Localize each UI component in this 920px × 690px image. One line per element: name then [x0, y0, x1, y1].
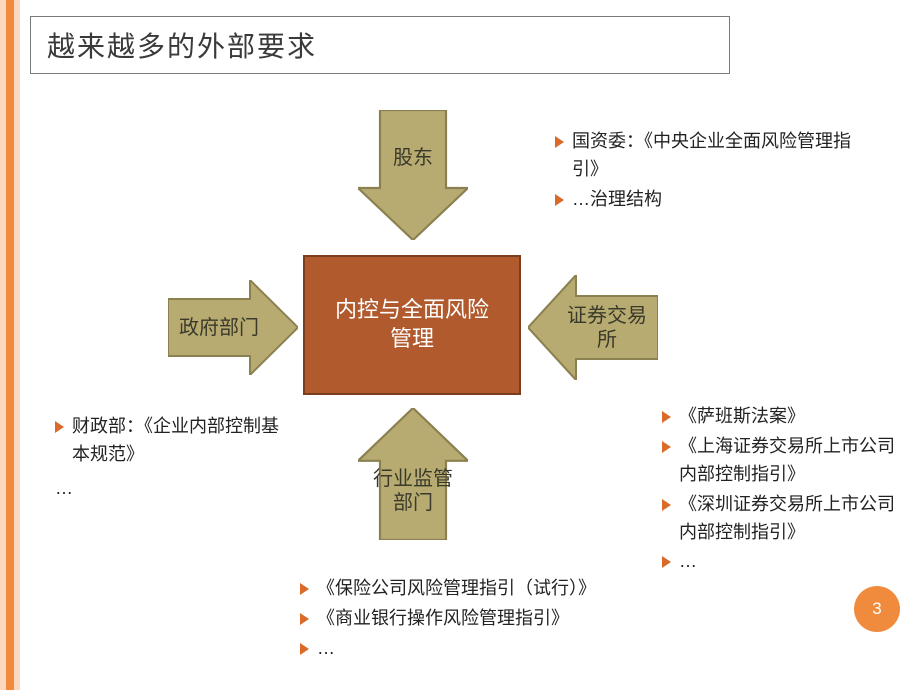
bullets-bottom: 《保险公司风险管理指引（试行）》《商业银行操作风险管理指引》… [300, 575, 700, 665]
bullet-text: 国资委：《中央企业全面风险管理指引》 [572, 128, 875, 184]
arrow-right-label: 证券交易所 [556, 304, 658, 352]
arrow-bottom-label: 行业监管部门 [358, 467, 468, 515]
bullet-text: …治理结构 [572, 186, 875, 214]
bullet-text: 《商业银行操作风险管理指引》 [317, 605, 700, 633]
center-box: 内控与全面风险管理 [303, 255, 521, 395]
arrow-top-label: 股东 [387, 146, 439, 170]
bullets-left: 财政部：《企业内部控制基本规范》 … [55, 413, 285, 503]
bullet-text: 《萨班斯法案》 [679, 403, 912, 431]
bullet-marker-icon [662, 411, 671, 423]
arrow-down-icon [358, 110, 468, 240]
bullet-item: 《深圳证券交易所上市公司内部控制指引》 [662, 491, 912, 547]
bullet-marker-icon [300, 643, 309, 655]
bullet-marker-icon [300, 583, 309, 595]
bullet-trail: … [55, 475, 285, 503]
bullet-marker-icon [555, 136, 564, 148]
bullet-text: 《深圳证券交易所上市公司内部控制指引》 [679, 491, 912, 547]
bullet-marker-icon [662, 556, 671, 568]
bullet-item: 《商业银行操作风险管理指引》 [300, 605, 700, 633]
arrow-left-label: 政府部门 [173, 316, 265, 340]
page-number-badge: 3 [854, 586, 900, 632]
left-accent-bar [0, 0, 20, 690]
bullet-marker-icon [555, 194, 564, 206]
arrow-bottom: 行业监管部门 [358, 408, 468, 540]
bullet-item: 《萨班斯法案》 [662, 403, 912, 431]
bullet-text: 财政部：《企业内部控制基本规范》 [72, 413, 285, 469]
bullet-item: 财政部：《企业内部控制基本规范》 [55, 413, 285, 469]
bullet-marker-icon [55, 421, 64, 433]
page-number: 3 [872, 599, 881, 619]
bullets-right: 《萨班斯法案》《上海证券交易所上市公司内部控制指引》《深圳证券交易所上市公司内部… [662, 403, 912, 578]
bullets-top: 国资委：《中央企业全面风险管理指引》…治理结构 [555, 128, 875, 216]
bullet-marker-icon [662, 441, 671, 453]
center-box-label: 内控与全面风险管理 [325, 296, 499, 353]
bullet-item: …治理结构 [555, 186, 875, 214]
left-accent-inner [6, 0, 14, 690]
bullet-marker-icon [662, 499, 671, 511]
bullet-text: … [317, 635, 700, 663]
arrow-left: 政府部门 [168, 280, 298, 375]
bullet-text: … [679, 548, 912, 576]
page-title: 越来越多的外部要求 [30, 16, 730, 74]
bullet-item: … [300, 635, 700, 663]
bullet-item: 国资委：《中央企业全面风险管理指引》 [555, 128, 875, 184]
bullet-item: … [662, 548, 912, 576]
bullet-text: 《保险公司风险管理指引（试行）》 [317, 575, 700, 603]
bullet-item: 《保险公司风险管理指引（试行）》 [300, 575, 700, 603]
arrow-right: 证券交易所 [528, 275, 658, 380]
arrow-top: 股东 [358, 110, 468, 240]
bullet-marker-icon [300, 613, 309, 625]
bullet-text: 《上海证券交易所上市公司内部控制指引》 [679, 433, 912, 489]
bullet-item: 《上海证券交易所上市公司内部控制指引》 [662, 433, 912, 489]
